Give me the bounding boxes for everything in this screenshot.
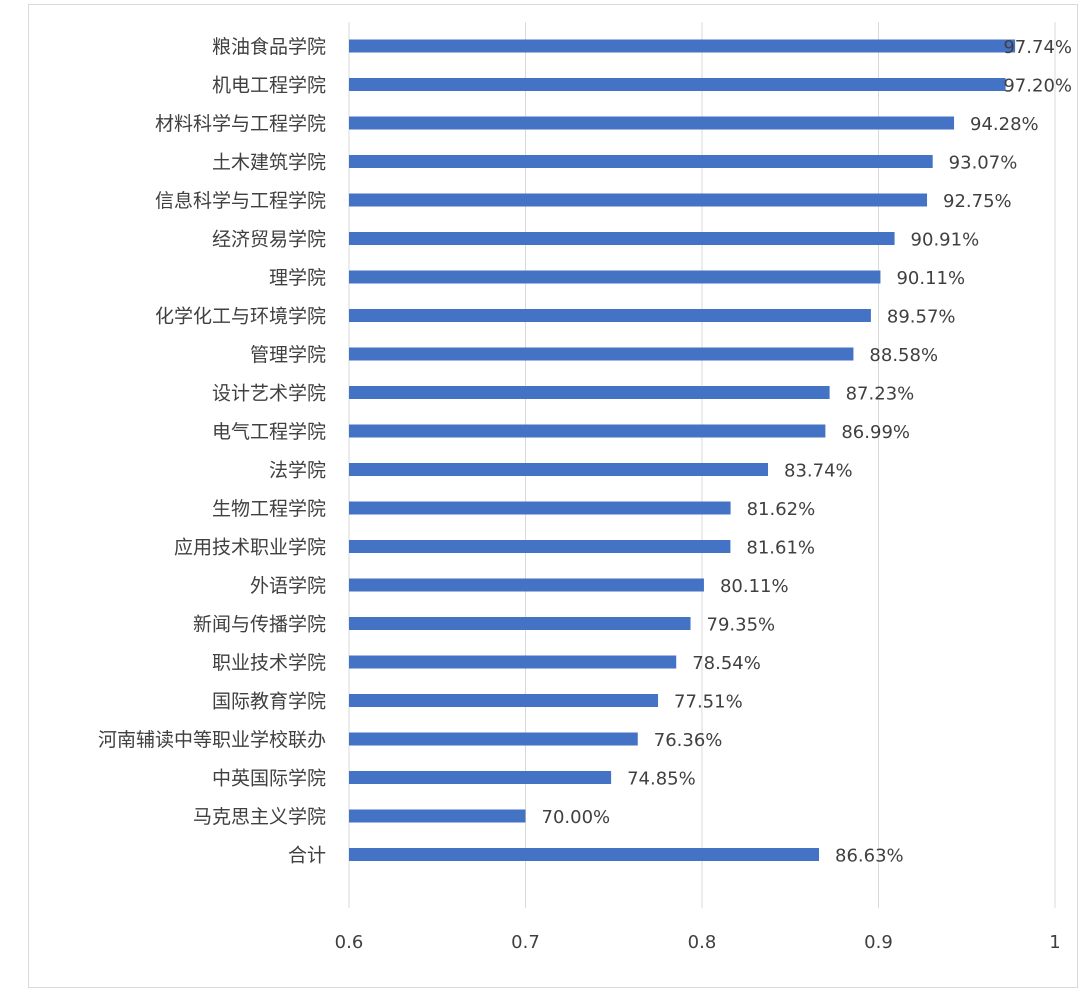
category-label: 国际教育学院 bbox=[212, 691, 326, 713]
data-label: 86.99% bbox=[841, 422, 910, 443]
bar bbox=[349, 232, 895, 245]
category-label: 理学院 bbox=[269, 267, 326, 289]
data-label: 90.11% bbox=[896, 268, 965, 289]
data-label: 92.75% bbox=[943, 191, 1012, 212]
category-label: 合计 bbox=[288, 845, 326, 867]
bar bbox=[349, 386, 830, 399]
category-label: 新闻与传播学院 bbox=[193, 614, 326, 636]
bar bbox=[349, 39, 1016, 53]
bar bbox=[349, 78, 1006, 91]
category-label: 机电工程学院 bbox=[212, 75, 326, 97]
category-label: 应用技术职业学院 bbox=[174, 537, 326, 559]
category-label: 经济贸易学院 bbox=[212, 229, 326, 251]
data-label: 97.74% bbox=[1003, 37, 1072, 58]
data-label: 88.58% bbox=[869, 345, 938, 366]
category-label: 材料科学与工程学院 bbox=[155, 113, 326, 135]
category-label: 化学化工与环境学院 bbox=[155, 306, 326, 328]
category-label: 法学院 bbox=[269, 460, 326, 482]
data-label: 79.35% bbox=[707, 615, 776, 636]
bar bbox=[349, 347, 854, 361]
bar bbox=[349, 771, 612, 784]
x-tick-label: 0.6 bbox=[335, 932, 364, 953]
bar bbox=[349, 116, 955, 130]
bar bbox=[349, 578, 704, 592]
bar bbox=[349, 424, 826, 438]
bar bbox=[349, 270, 881, 284]
data-label: 87.23% bbox=[846, 384, 915, 405]
category-labels: 粮油食品学院机电工程学院材料科学与工程学院土木建筑学院信息科学与工程学院经济贸易… bbox=[98, 36, 326, 867]
bar bbox=[349, 694, 659, 707]
category-label: 土木建筑学院 bbox=[212, 152, 326, 174]
category-label: 外语学院 bbox=[250, 575, 326, 597]
category-label: 马克思主义学院 bbox=[193, 806, 326, 828]
x-tick-label: 1 bbox=[1049, 932, 1060, 953]
bar bbox=[349, 732, 638, 746]
data-label: 74.85% bbox=[627, 769, 696, 790]
category-label: 职业技术学院 bbox=[212, 652, 326, 674]
x-tick-label: 0.8 bbox=[688, 932, 717, 953]
category-label: 粮油食品学院 bbox=[212, 36, 326, 58]
data-label: 93.07% bbox=[949, 153, 1018, 174]
bar bbox=[349, 501, 731, 515]
data-label: 78.54% bbox=[692, 653, 761, 674]
data-label: 97.20% bbox=[1003, 76, 1072, 97]
data-label: 81.61% bbox=[746, 538, 815, 559]
x-tick-label: 0.9 bbox=[864, 932, 893, 953]
bars bbox=[349, 39, 1016, 861]
bar bbox=[349, 155, 933, 168]
data-label: 90.91% bbox=[911, 230, 980, 251]
bar bbox=[349, 193, 928, 207]
data-label: 70.00% bbox=[542, 807, 611, 828]
bar bbox=[349, 309, 871, 322]
category-label: 生物工程学院 bbox=[212, 498, 326, 520]
category-label: 电气工程学院 bbox=[212, 421, 326, 443]
data-label: 94.28% bbox=[970, 114, 1039, 135]
category-label: 中英国际学院 bbox=[212, 768, 326, 790]
category-label: 河南辅读中等职业学校联办 bbox=[98, 729, 326, 751]
bar bbox=[349, 809, 526, 823]
bar bbox=[349, 463, 769, 476]
data-label: 76.36% bbox=[654, 730, 723, 751]
data-labels: 97.74% 97.20% 94.28% 93.07% 92.75% 90.91% 90.1… bbox=[542, 37, 1073, 867]
data-label: 89.57% bbox=[887, 307, 956, 328]
bar bbox=[349, 617, 691, 630]
category-label: 设计艺术学院 bbox=[212, 383, 326, 405]
data-label: 83.74% bbox=[784, 461, 853, 482]
bar bbox=[349, 655, 677, 669]
data-label: 86.63% bbox=[835, 846, 904, 867]
data-label: 80.11% bbox=[720, 576, 789, 597]
data-label: 81.62% bbox=[747, 499, 816, 520]
category-label: 管理学院 bbox=[250, 344, 326, 366]
bar bbox=[349, 540, 731, 553]
category-label: 信息科学与工程学院 bbox=[155, 190, 326, 212]
data-label: 77.51% bbox=[674, 692, 743, 713]
x-tick-label: 0.7 bbox=[511, 932, 540, 953]
bar bbox=[349, 848, 820, 861]
x-axis-tick-labels: 0.6 0.7 0.8 0.9 1 bbox=[335, 932, 1061, 953]
